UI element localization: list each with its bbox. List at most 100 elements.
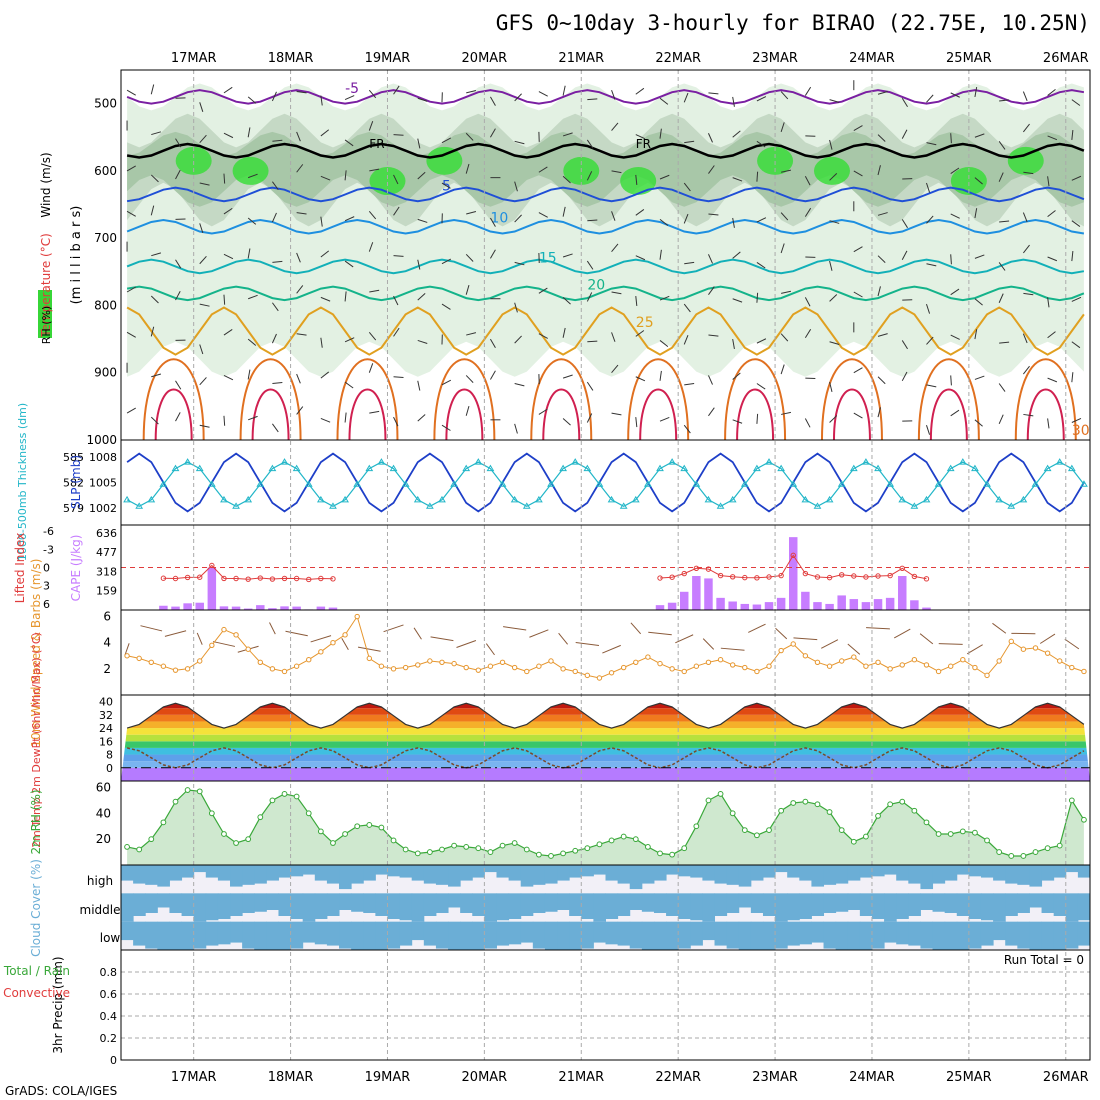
wind-barb xyxy=(248,415,258,421)
wind-barb xyxy=(804,329,812,339)
lifted-index-tick-label: -6 xyxy=(43,525,54,538)
wind-barb xyxy=(635,417,638,428)
cloud-cover-cell xyxy=(859,865,873,878)
date-label-top: 24MAR xyxy=(849,51,895,66)
cape-bar xyxy=(159,605,168,610)
isotherm-label: -5 xyxy=(345,81,359,97)
wind-barb xyxy=(247,369,251,380)
cloud-cover-cell xyxy=(1065,865,1079,873)
wind-barb xyxy=(926,94,934,103)
isotherm-30-arc xyxy=(336,358,399,441)
wind-barb xyxy=(635,134,646,140)
date-label-bottom: 22MAR xyxy=(655,1070,701,1085)
wind-barb xyxy=(126,407,136,414)
wind-barb xyxy=(999,220,1010,223)
thickness-marker xyxy=(946,464,955,472)
cape-bar xyxy=(898,576,907,610)
thickness-marker xyxy=(1055,458,1064,465)
wind-barb xyxy=(466,89,477,94)
wind-barb xyxy=(926,336,934,345)
cloud-cover-cell xyxy=(520,921,534,943)
thickness-marker xyxy=(849,464,858,472)
cloud-cover-cell xyxy=(157,921,170,950)
wind10m-marker xyxy=(996,658,1002,664)
wind-barb xyxy=(998,414,1004,425)
cloud-cover-cell xyxy=(678,893,691,920)
wind-barb xyxy=(393,295,399,306)
wind-barb xyxy=(684,140,695,144)
wind-barb xyxy=(659,97,669,105)
wind-barb xyxy=(853,246,863,253)
cloud-cover-cell xyxy=(762,893,776,916)
wind-barb xyxy=(223,253,234,260)
wind10m-barb xyxy=(164,630,187,637)
cloud-cover-cell xyxy=(750,921,764,950)
cloud-cover-cell xyxy=(339,921,352,949)
rh2m-marker xyxy=(838,827,845,834)
cloud-cover-cell xyxy=(1065,921,1079,949)
wind-barb xyxy=(1047,418,1050,429)
cloud-cover-cell xyxy=(230,893,243,916)
rh2m-marker xyxy=(729,810,736,817)
cloud-cover-cell xyxy=(387,921,401,949)
wind-barb xyxy=(974,254,985,259)
cloud-cover-cell xyxy=(496,921,510,946)
wind-barb xyxy=(804,176,811,186)
cloud-cover-cell xyxy=(726,893,740,913)
isotherm-30-arc xyxy=(433,358,496,441)
wind-barb xyxy=(538,333,548,339)
date-label-bottom: 26MAR xyxy=(1043,1070,1089,1085)
cape-bar xyxy=(861,602,871,610)
isotherm-30-arc xyxy=(142,358,205,441)
cloud-cover-cell xyxy=(230,921,243,943)
wind-barb xyxy=(150,295,159,304)
thickness-marker xyxy=(183,458,192,465)
wind10m-marker xyxy=(402,664,409,671)
wind10m-marker xyxy=(378,663,385,669)
wind-barb xyxy=(998,172,1004,182)
cloud-cover-cell xyxy=(242,921,255,949)
cloud-cover-cell xyxy=(653,893,667,913)
wind-barb xyxy=(683,92,689,103)
rh-saturation-spot xyxy=(175,146,212,175)
wind10m-marker xyxy=(596,675,603,681)
cloud-cover-cell xyxy=(351,893,364,912)
wind-barb xyxy=(683,424,691,434)
wind10m-marker xyxy=(136,655,142,662)
wind-barb xyxy=(151,373,162,378)
lifted-index-marker xyxy=(184,574,191,581)
wind-barb xyxy=(417,218,428,223)
wind-barb xyxy=(272,139,283,142)
wind-barb xyxy=(247,217,257,225)
cloud-cover-cell xyxy=(157,893,170,908)
rh2m-marker xyxy=(826,809,833,815)
wind-barb xyxy=(1023,171,1034,175)
wind-barb xyxy=(344,381,354,389)
rh-saturation-spot xyxy=(369,167,406,195)
wind-barb xyxy=(150,84,155,95)
wind-barb xyxy=(829,220,840,224)
lifted-index-marker xyxy=(899,565,905,572)
wind-barb xyxy=(926,215,934,224)
thickness-marker xyxy=(971,464,979,472)
cloud-cover-cell xyxy=(205,865,219,878)
wind10m-marker xyxy=(875,659,881,666)
wind-barb xyxy=(877,286,881,297)
cape-bar xyxy=(752,604,762,610)
wind-barb xyxy=(635,295,638,307)
lifted-index-line xyxy=(163,564,334,580)
thickness-marker xyxy=(353,480,362,487)
wind-barb xyxy=(1023,292,1034,296)
wind-barb xyxy=(344,412,347,423)
wind-barb xyxy=(1022,212,1028,223)
wind-barb xyxy=(247,127,251,138)
cloud-cover-cell xyxy=(581,865,594,877)
date-label-bottom: 19MAR xyxy=(365,1070,411,1085)
cloud-cover-cell xyxy=(847,865,861,881)
wind10m-marker xyxy=(221,626,227,633)
wind10m-barb xyxy=(866,627,890,630)
wind10m-marker xyxy=(487,663,494,669)
wind-barb xyxy=(175,138,182,148)
lifted-index-marker xyxy=(875,573,881,579)
rh2m-marker xyxy=(560,850,567,857)
